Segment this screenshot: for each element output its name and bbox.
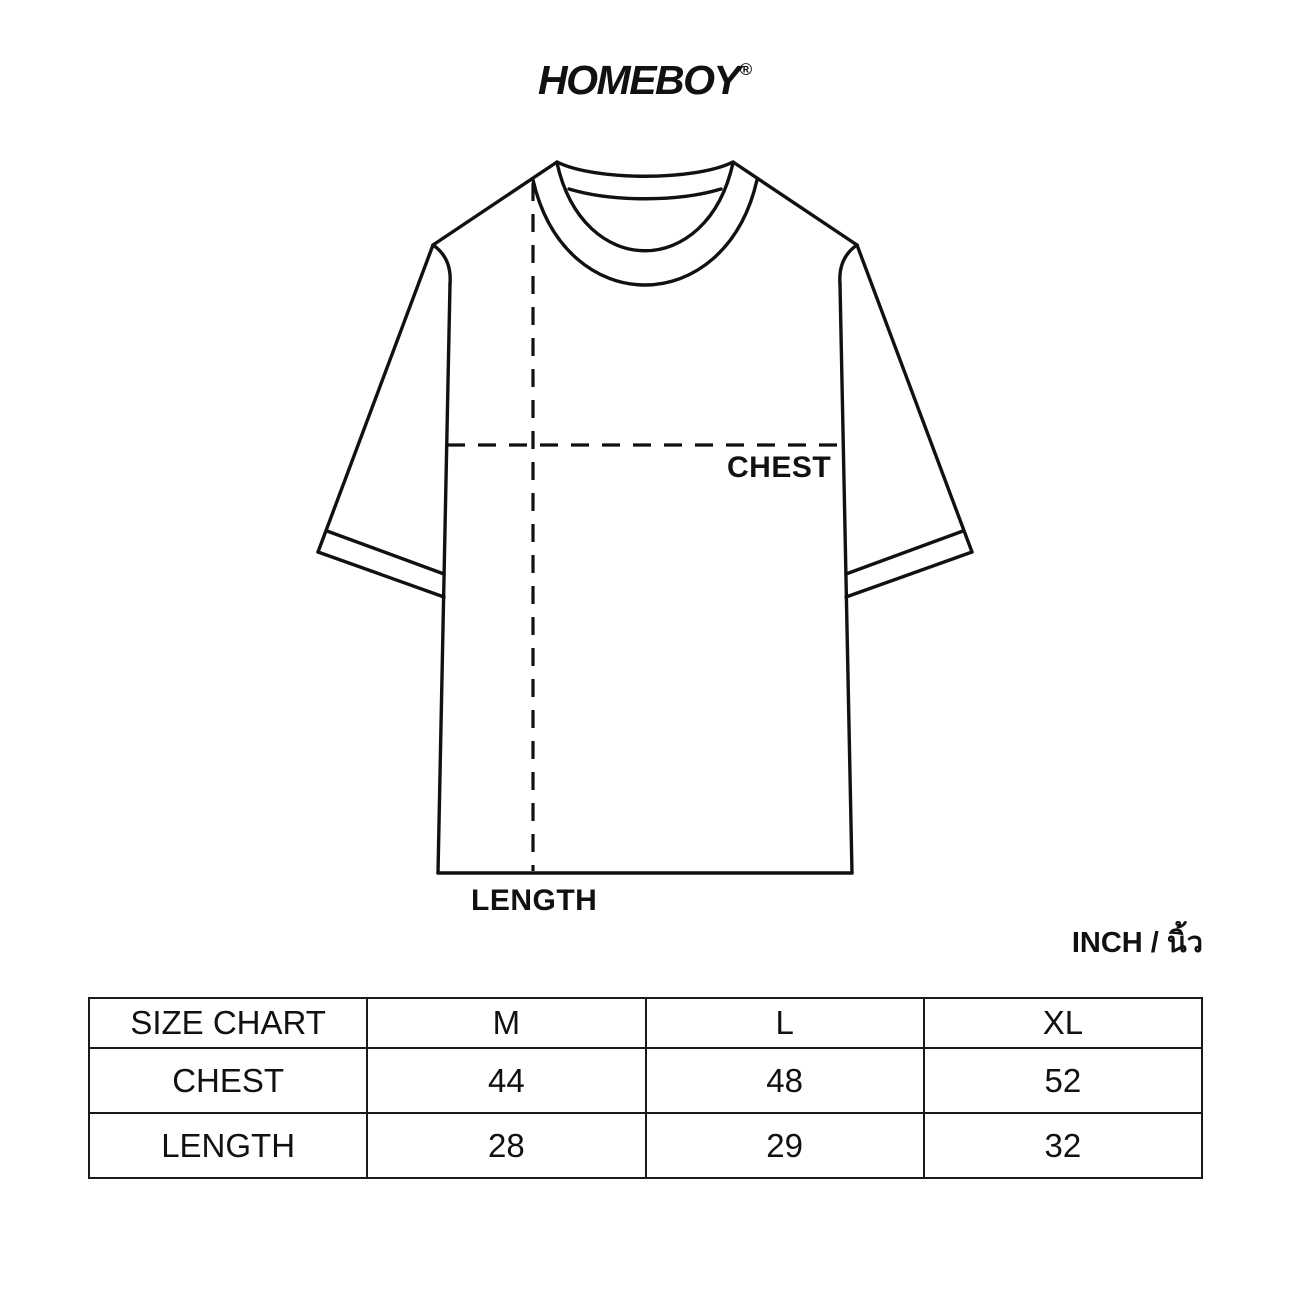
length-value-xl: 32 [922,1112,1204,1179]
size-col-m: M [366,997,647,1049]
chest-measure-label: CHEST [727,451,832,484]
chest-value-m: 44 [366,1047,647,1114]
tshirt-sleeve-left-outer [316,243,435,554]
chest-value-l: 48 [644,1047,925,1114]
length-measure-label: LENGTH [471,884,598,917]
brand-logo: HOMEBOY® [0,48,1290,102]
tshirt-collar-inner [555,161,735,253]
tshirt-shoulder-left [431,160,559,247]
length-value-m: 28 [366,1112,647,1179]
chest-row-label: CHEST [87,1047,369,1114]
tshirt-body-side-left [436,282,452,875]
tshirt-shoulder-right [731,160,859,247]
tshirt-sleeve-right-cuff-edge [844,550,974,599]
units-label: INCH / นิ้ว [1071,927,1203,959]
tshirt-sleeve-left-cuff-seam [325,529,446,576]
size-col-l: L [644,997,925,1049]
tshirt-collar-back-seam [567,187,723,201]
length-row: LENGTH 28 29 32 [87,1112,1204,1179]
registered-trademark-icon: ® [739,60,752,79]
chest-row: CHEST 44 48 52 [87,1047,1204,1114]
tshirt-body-side-right [838,282,854,875]
tshirt-collar-top [555,160,735,178]
brand-logo-text: HOMEBOY [538,57,741,103]
tshirt-sleeve-right-cuff-seam [844,529,965,576]
chest-value-xl: 52 [922,1047,1204,1114]
tshirt-sleeve-left-cuff-edge [316,550,446,599]
tshirt-collar-outer [531,178,759,287]
tshirt-sleeve-right-outer [855,243,974,554]
tshirt-armhole-left [431,243,452,286]
size-table-header-row: SIZE CHART M L XL [87,997,1204,1049]
tshirt-armhole-right [838,243,859,286]
size-table: SIZE CHART M L XL CHEST 44 48 52 LENGTH … [87,997,1204,1179]
length-value-l: 29 [644,1112,925,1179]
length-row-label: LENGTH [87,1112,369,1179]
size-col-xl: XL [922,997,1204,1049]
size-table-title-cell: SIZE CHART [87,997,369,1049]
